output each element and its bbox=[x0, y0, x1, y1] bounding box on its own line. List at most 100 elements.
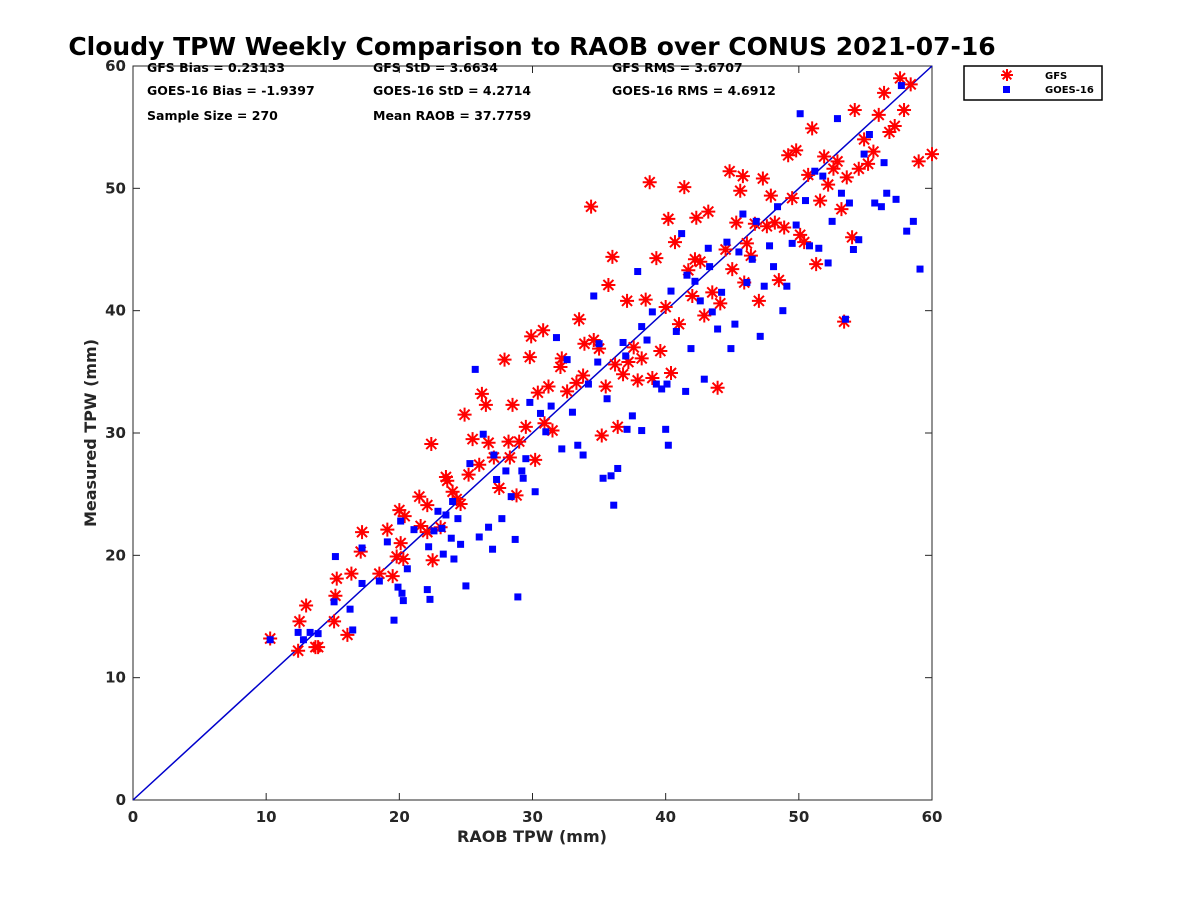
gfs-point-shape bbox=[658, 299, 673, 314]
gfs-point-shape bbox=[397, 509, 412, 524]
gfs-point bbox=[689, 210, 704, 225]
goes-point bbox=[622, 352, 630, 360]
gfs-point-shape bbox=[851, 161, 866, 176]
gfs-point-shape bbox=[785, 191, 800, 206]
gfs-point-shape bbox=[592, 341, 607, 356]
gfs-point-shape bbox=[291, 643, 306, 658]
gfs-point-shape bbox=[372, 566, 387, 581]
gfs-series bbox=[263, 71, 939, 658]
goes-point bbox=[394, 583, 402, 591]
gfs-point bbox=[634, 351, 649, 366]
goes-point bbox=[584, 380, 592, 388]
gfs-point bbox=[685, 288, 700, 303]
gfs-point-shape bbox=[685, 288, 700, 303]
gfs-point bbox=[327, 614, 342, 629]
gfs-point bbox=[541, 379, 556, 394]
goes-point bbox=[447, 534, 455, 542]
x-tick-label: 10 bbox=[256, 808, 277, 826]
goes-point bbox=[691, 277, 699, 285]
gfs-point-shape bbox=[677, 180, 692, 195]
goes-point bbox=[425, 543, 433, 551]
gfs-point bbox=[877, 85, 892, 100]
gfs-point-shape bbox=[509, 488, 524, 503]
gfs-point bbox=[472, 457, 487, 472]
goes-point bbox=[696, 297, 704, 305]
goes-point bbox=[805, 242, 813, 250]
goes-point bbox=[735, 248, 743, 256]
gfs-point-shape bbox=[621, 355, 636, 370]
legend-gfs-star bbox=[1001, 69, 1013, 81]
goes-point bbox=[883, 189, 891, 197]
gfs-point-shape bbox=[584, 199, 599, 214]
legend-gfs-label: GFS bbox=[1045, 71, 1067, 82]
gfs-point-shape bbox=[327, 614, 342, 629]
goes-point bbox=[526, 398, 534, 406]
gfs-point bbox=[903, 77, 918, 92]
gfs-point bbox=[420, 525, 435, 540]
goes-point bbox=[449, 498, 457, 506]
goes-point bbox=[426, 595, 434, 603]
gfs-point-shape bbox=[630, 373, 645, 388]
gfs-point bbox=[598, 379, 613, 394]
gfs-point-shape bbox=[497, 352, 512, 367]
y-tick-label: 60 bbox=[105, 57, 126, 75]
gfs-point bbox=[594, 428, 609, 443]
goes-point bbox=[614, 464, 622, 472]
goes-point bbox=[306, 628, 314, 636]
goes-point bbox=[849, 246, 857, 253]
gfs-point-shape bbox=[328, 588, 343, 603]
legend-box bbox=[963, 65, 1103, 101]
goes-point bbox=[833, 115, 841, 123]
stat-gfs-std: GFS StD = 3.6634 bbox=[373, 60, 498, 75]
gfs-point-shape bbox=[472, 457, 487, 472]
y-tick-label: 40 bbox=[105, 302, 126, 320]
gfs-point-shape bbox=[735, 169, 750, 184]
gfs-point-shape bbox=[601, 277, 616, 292]
gfs-point-shape bbox=[689, 210, 704, 225]
gfs-point bbox=[474, 386, 489, 401]
gfs-point bbox=[620, 293, 635, 308]
gfs-point bbox=[393, 536, 408, 551]
gfs-point bbox=[743, 248, 758, 263]
gfs-point-shape bbox=[793, 227, 808, 242]
gfs-point bbox=[584, 199, 599, 214]
goes-point bbox=[658, 385, 666, 393]
goes-point bbox=[438, 524, 446, 532]
gfs-point-shape bbox=[911, 154, 926, 169]
goes-point bbox=[462, 582, 470, 590]
gfs-point bbox=[693, 254, 708, 269]
gfs-point-shape bbox=[839, 170, 854, 185]
goes-point bbox=[700, 375, 708, 383]
gfs-point-shape bbox=[705, 285, 720, 300]
goes-point bbox=[542, 428, 550, 436]
goes-point bbox=[594, 358, 602, 366]
gfs-point-shape bbox=[380, 522, 395, 537]
goes-point bbox=[845, 199, 853, 207]
goes-point bbox=[442, 511, 450, 519]
goes-point bbox=[880, 159, 888, 167]
goes-point bbox=[514, 593, 522, 601]
goes-point bbox=[667, 287, 675, 295]
goes-point bbox=[752, 217, 760, 225]
gfs-point bbox=[605, 249, 620, 264]
gfs-point bbox=[536, 323, 551, 338]
gfs-point-shape bbox=[569, 375, 584, 390]
goes-point bbox=[471, 365, 479, 373]
goes-point bbox=[756, 332, 764, 340]
gfs-point bbox=[826, 161, 841, 176]
gfs-point bbox=[871, 107, 886, 122]
gfs-point bbox=[440, 473, 455, 488]
gfs-point bbox=[592, 341, 607, 356]
goes-point bbox=[708, 308, 716, 316]
gfs-point-shape bbox=[340, 627, 355, 642]
gfs-point bbox=[893, 71, 908, 86]
gfs-point bbox=[389, 549, 404, 564]
gfs-point bbox=[866, 144, 881, 159]
goes-point bbox=[398, 589, 406, 597]
stat-gfs-rms: GFS RMS = 3.6707 bbox=[612, 60, 743, 75]
gfs-point bbox=[642, 175, 657, 190]
goes-point bbox=[299, 636, 307, 644]
gfs-point bbox=[861, 156, 876, 171]
gfs-point bbox=[713, 296, 728, 311]
goes-point bbox=[770, 263, 778, 271]
